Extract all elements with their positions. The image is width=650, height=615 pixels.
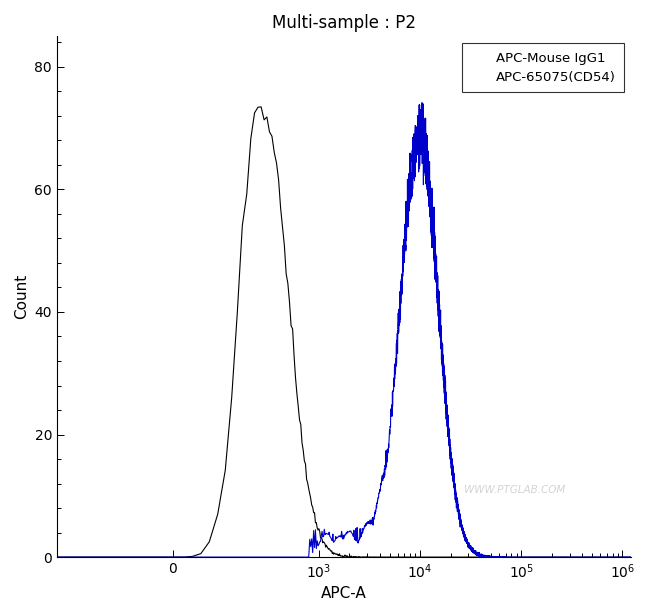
APC-Mouse IgG1 (53, 554, 61, 561)
APC-65075(CD54) (636, 554, 644, 561)
APC-Mouse IgG1 (631, 554, 639, 561)
Line: APC-65075(CD54): APC-65075(CD54) (57, 103, 640, 557)
APC-65075(CD54) (624, 554, 632, 561)
APC-Mouse IgG1 (586, 554, 594, 561)
APC-65075(CD54) (418, 99, 426, 106)
Legend: APC-Mouse IgG1, APC-65075(CD54): APC-Mouse IgG1, APC-65075(CD54) (462, 43, 624, 92)
APC-Mouse IgG1 (627, 554, 635, 561)
APC-Mouse IgG1 (629, 554, 637, 561)
APC-65075(CD54) (53, 554, 61, 561)
Title: Multi-sample : P2: Multi-sample : P2 (272, 14, 416, 32)
APC-65075(CD54) (540, 554, 547, 561)
Line: APC-Mouse IgG1: APC-Mouse IgG1 (57, 107, 640, 557)
APC-65075(CD54) (631, 554, 639, 561)
APC-Mouse IgG1 (57, 554, 64, 561)
APC-Mouse IgG1 (540, 554, 547, 561)
APC-Mouse IgG1 (636, 554, 644, 561)
APC-65075(CD54) (586, 554, 594, 561)
APC-65075(CD54) (629, 554, 637, 561)
APC-Mouse IgG1 (257, 103, 265, 111)
APC-Mouse IgG1 (624, 554, 632, 561)
X-axis label: APC-A: APC-A (321, 586, 367, 601)
Text: WWW.PTGLAB.COM: WWW.PTGLAB.COM (464, 485, 566, 494)
APC-65075(CD54) (627, 554, 635, 561)
Y-axis label: Count: Count (14, 274, 29, 319)
